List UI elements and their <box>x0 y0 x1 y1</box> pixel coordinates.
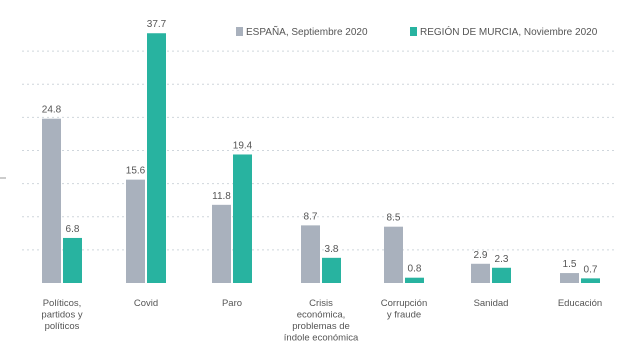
category-label-line: Políticos, <box>43 298 82 309</box>
bar-murcia <box>233 154 252 283</box>
bar-espana <box>384 226 403 283</box>
legend-label-murcia: REGIÓN DE MURCIA, Noviembre 2020 <box>420 25 598 38</box>
category-label: Corrupción y fraude <box>381 298 427 321</box>
bar-espana <box>212 204 231 283</box>
legend-label-espana: ESPAÑA, Septiembre 2020 <box>246 25 368 38</box>
category-label-line: políticos <box>45 321 80 332</box>
bar-espana <box>560 273 579 283</box>
category-label-line: Educación <box>558 298 602 309</box>
category-label-line: Covid <box>134 298 158 309</box>
bar-murcia <box>147 33 166 283</box>
category-label: Paro <box>222 298 242 309</box>
data-label: 2.3 <box>495 254 509 265</box>
data-label: 8.7 <box>304 211 318 222</box>
value-labels: 24.8 15.6 11.8 8.7 8.5 2.9 1.5 6.8 37.7 19.4 3.8 0.… <box>42 19 598 275</box>
category-label-line: Corrupción <box>381 298 427 309</box>
bar-murcia <box>322 257 341 283</box>
bar-espana <box>42 118 61 283</box>
legend-swatch-espana <box>236 27 243 36</box>
legend: ESPAÑA, Septiembre 2020 REGIÓN DE MURCIA… <box>236 25 598 38</box>
data-label: 37.7 <box>147 19 167 30</box>
bar-murcia <box>63 237 82 283</box>
data-label: 15.6 <box>126 166 146 177</box>
category-labels: Políticos, partidos y políticos Covid Paro Cr… <box>41 298 602 344</box>
category-label: Políticos, partidos y políticos <box>41 298 82 332</box>
category-label-line: índole económica <box>284 333 359 344</box>
category-label-line: Sanidad <box>474 298 509 309</box>
data-label: 0.8 <box>408 264 422 275</box>
data-label: 6.8 <box>66 224 80 235</box>
bars <box>42 33 600 283</box>
data-label: 2.9 <box>474 250 488 261</box>
category-label-line: Paro <box>222 298 242 309</box>
data-label: 3.8 <box>325 244 339 255</box>
bar-murcia <box>581 278 600 283</box>
category-label-line: problemas de <box>292 321 350 332</box>
data-label: 0.7 <box>584 264 598 275</box>
category-label-line: partidos y <box>41 310 82 321</box>
bar-murcia <box>492 267 511 283</box>
data-label: 1.5 <box>563 259 577 270</box>
data-label: 11.8 <box>212 191 231 202</box>
data-label: 24.8 <box>42 105 62 116</box>
category-label: Educación <box>558 298 602 309</box>
category-label-line: Crisis <box>309 298 333 309</box>
bar-espana <box>471 263 490 283</box>
legend-swatch-murcia <box>410 27 417 36</box>
grid <box>0 50 616 251</box>
category-label: Crisis económica, problemas de índole econó… <box>284 298 359 344</box>
bar-murcia <box>405 277 424 283</box>
category-label: Covid <box>134 298 158 309</box>
data-label: 19.4 <box>233 140 253 151</box>
category-label-line: económica, <box>297 310 346 321</box>
category-label-line: y fraude <box>387 310 421 321</box>
data-label: 8.5 <box>387 213 401 224</box>
bar-espana <box>301 225 320 283</box>
bar-espana <box>126 179 145 283</box>
category-label: Sanidad <box>474 298 509 309</box>
